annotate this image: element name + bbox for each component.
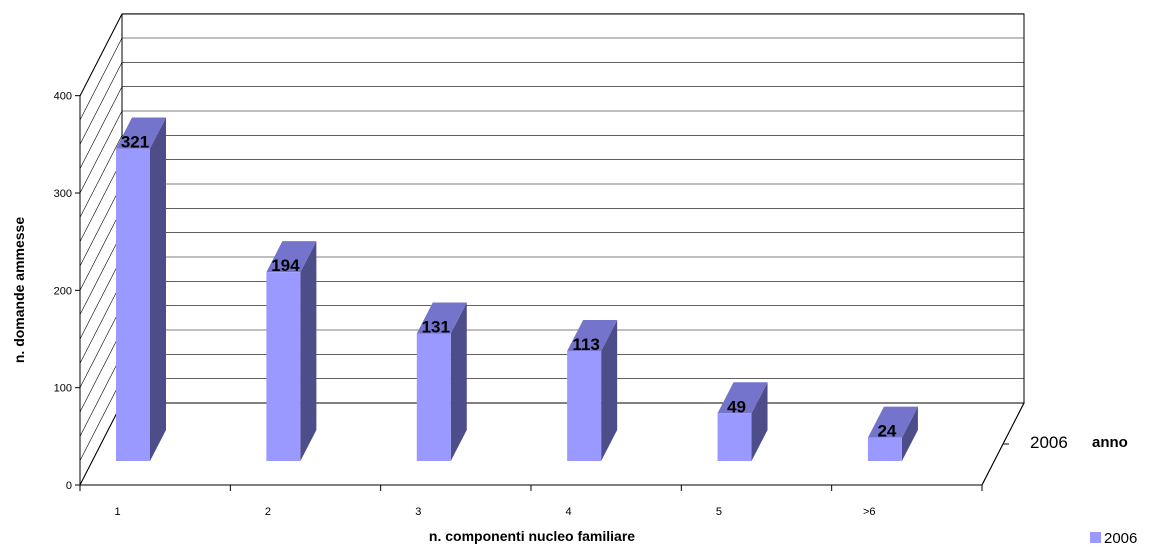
data-label: 24 [877, 422, 896, 441]
bar-side [450, 302, 467, 461]
side-gridline [79, 135, 123, 218]
side-gridline [79, 86, 123, 169]
side-gridline [79, 183, 123, 267]
data-label: 321 [121, 133, 149, 152]
depth-axis-category: 2006 [1030, 433, 1068, 452]
x-ticks: 1 2 3 4 5 >6 [79, 485, 983, 518]
side-gridline [79, 13, 123, 96]
bar-side [601, 320, 618, 461]
x-tick-label: 1 [115, 506, 121, 518]
y-tick-label: 100 [54, 383, 72, 395]
bar-front [416, 333, 451, 461]
bar-top [116, 117, 166, 149]
x-tick-label: 4 [566, 506, 572, 518]
y-tick-label: 300 [54, 188, 72, 200]
y-ticks: 0 100 200 300 400 [54, 91, 80, 492]
y-tick-label: 200 [54, 285, 72, 297]
legend-label: 2006 [1104, 530, 1137, 547]
side-gridline [79, 208, 123, 291]
bar-2 [266, 241, 317, 461]
bar-3 [416, 302, 467, 461]
bar-side [751, 382, 768, 461]
bar-front [717, 413, 752, 461]
bar-front [867, 437, 902, 461]
x-tick-label: 5 [716, 506, 722, 518]
bar-side [300, 241, 317, 461]
bar-6 [867, 406, 918, 461]
bar-side [901, 406, 918, 461]
side-gridline [79, 37, 123, 121]
y-tick-label: 400 [54, 91, 72, 103]
data-label: 49 [727, 397, 746, 416]
side-gridline [79, 378, 123, 461]
y-tick-label: 0 [66, 480, 72, 492]
data-label: 131 [422, 317, 450, 336]
bar-4 [567, 320, 618, 461]
bar-top [416, 302, 467, 334]
x-tick-label: 3 [415, 506, 421, 518]
x-tick-label: 2 [265, 506, 271, 518]
bar-1 [116, 117, 166, 461]
data-label: 113 [572, 335, 599, 354]
data-label: 194 [271, 256, 300, 275]
side-gridline [79, 281, 123, 364]
bar-top [266, 241, 317, 273]
x-axis-title: n. componenti nucleo familiare [429, 528, 635, 544]
bar-top [717, 382, 768, 414]
side-gridline [79, 110, 123, 194]
bar-front [266, 272, 301, 461]
data-labels: 321 194 131 113 49 24 [121, 133, 897, 441]
legend: 2006 [1090, 530, 1137, 547]
x-tick-label: >6 [863, 506, 876, 518]
side-gridline [79, 232, 123, 315]
bar-5 [717, 382, 768, 461]
side-gridline [79, 305, 123, 388]
side-gridline [79, 354, 123, 437]
bars [116, 117, 918, 461]
side-gridline [79, 329, 123, 413]
y-axis-title: n. domande ammesse [11, 217, 27, 363]
side-gridline [79, 159, 123, 242]
depth-axis-title: anno [1092, 434, 1128, 451]
side-gridline [79, 256, 123, 340]
side-gridline [79, 62, 123, 145]
bar-front [567, 351, 602, 461]
legend-swatch [1090, 532, 1101, 543]
bar-side [150, 117, 166, 461]
bar-top [867, 406, 918, 438]
bar-top [567, 320, 618, 352]
bar-front [116, 148, 150, 461]
